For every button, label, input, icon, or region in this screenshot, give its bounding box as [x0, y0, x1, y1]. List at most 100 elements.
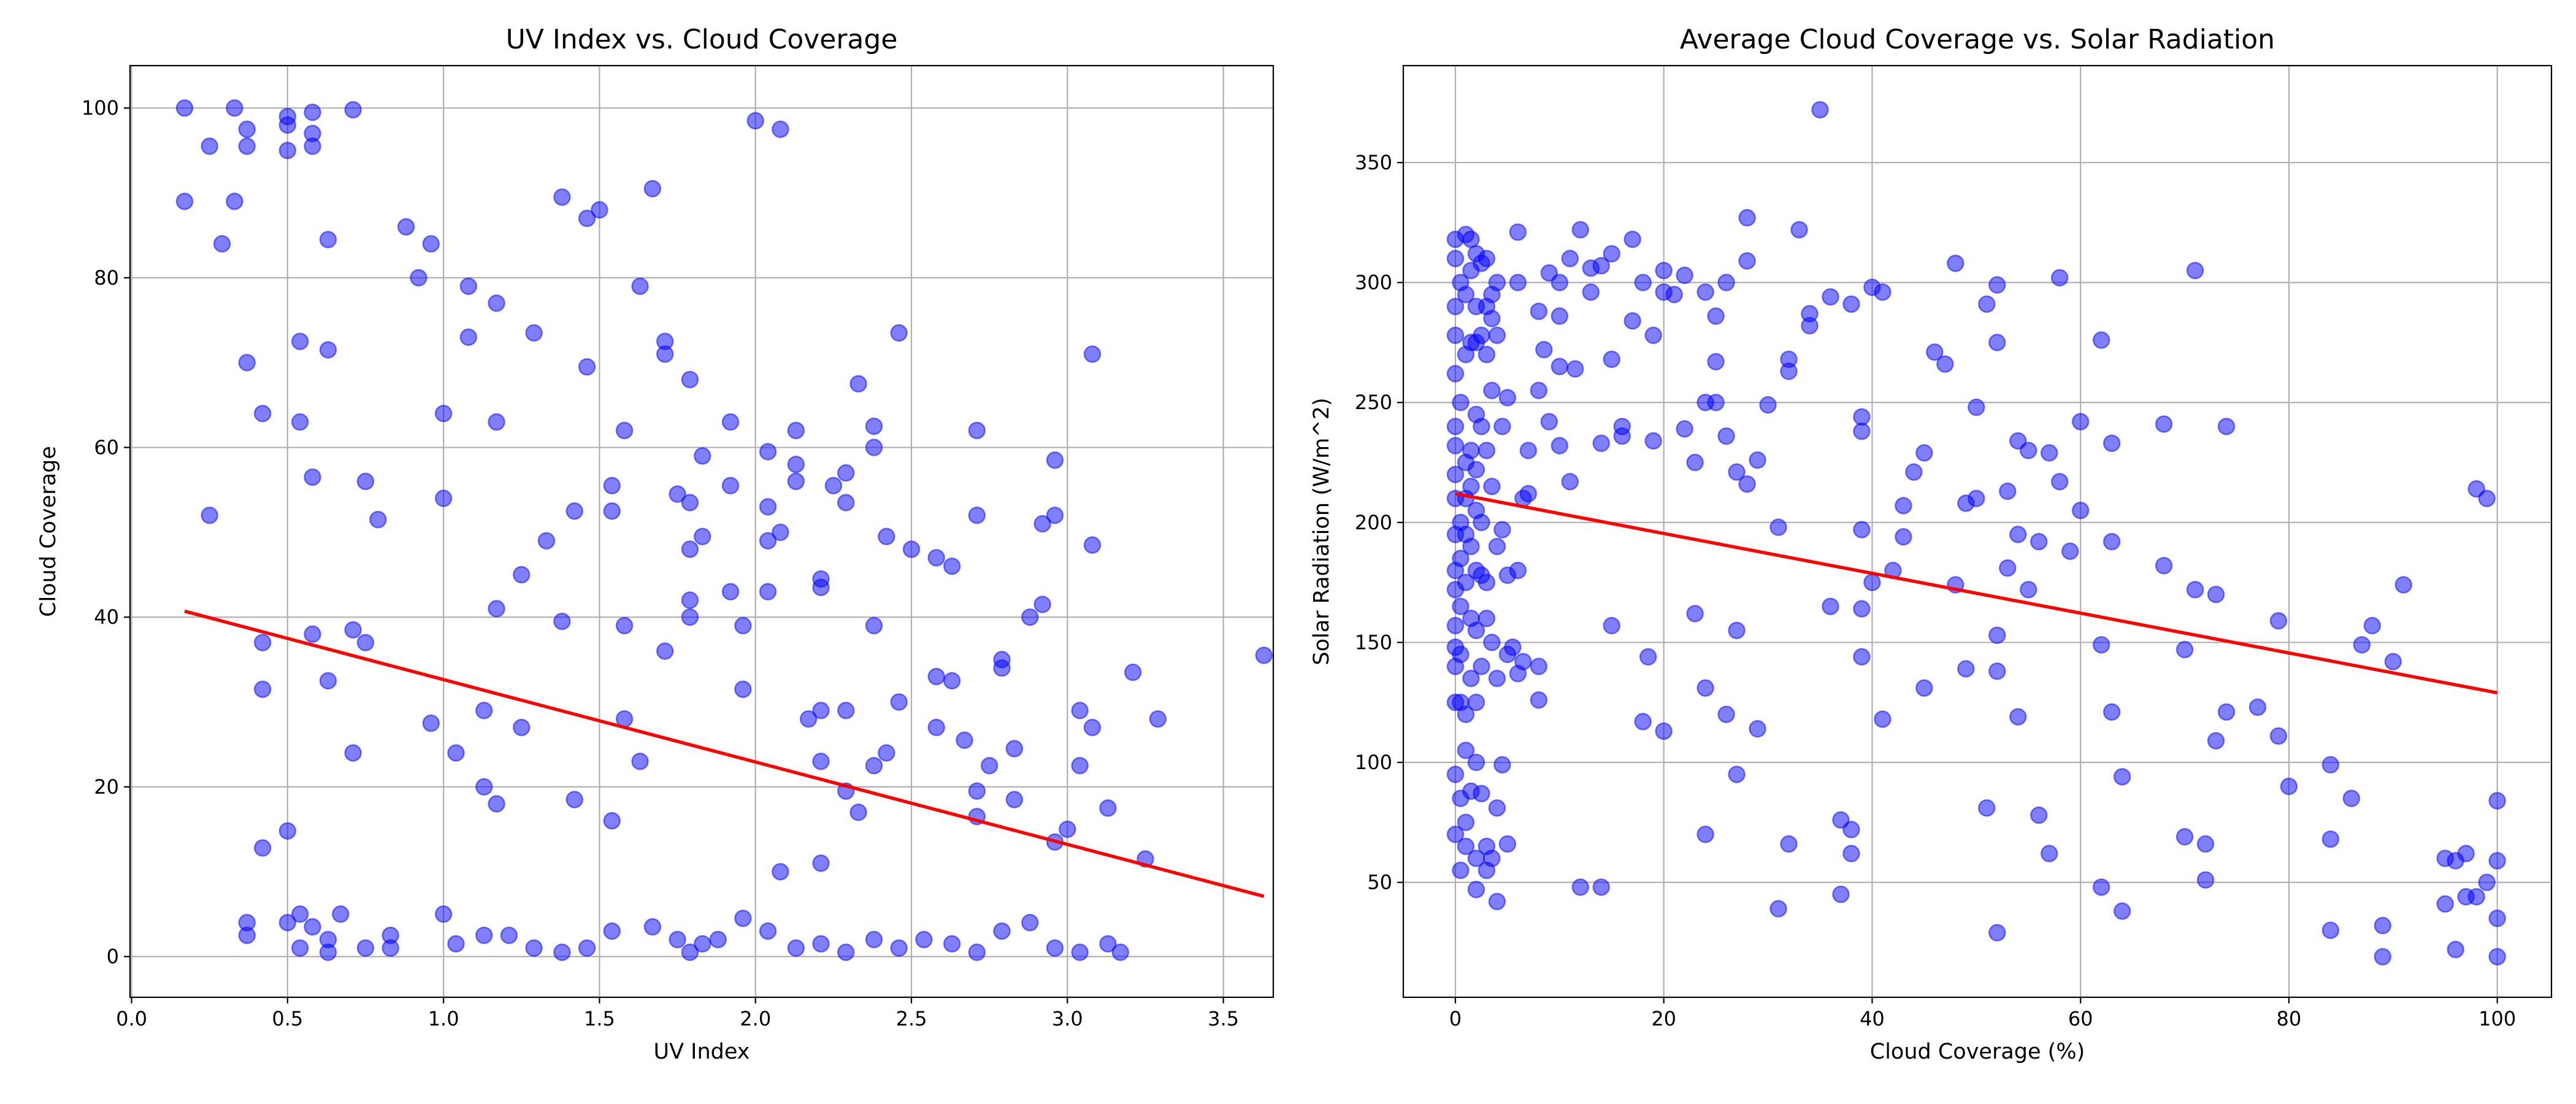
x-tick-label: 0: [1449, 1007, 1462, 1030]
x-tick-label: 40: [1860, 1007, 1885, 1030]
scatter-point: [2186, 581, 2204, 599]
scatter-point: [553, 188, 571, 206]
scatter-point: [968, 421, 986, 440]
axes-frame: [129, 64, 1275, 999]
scatter-point: [319, 672, 337, 690]
scatter-point: [422, 235, 440, 253]
scatter-point: [447, 744, 465, 762]
scatter-point: [1842, 821, 1860, 838]
scatter-point: [356, 939, 375, 957]
scatter-point: [1446, 297, 1465, 316]
scatter-point: [1644, 432, 1662, 450]
scatter-point: [1462, 477, 1480, 496]
scatter-point: [1988, 662, 2006, 680]
scatter-point: [865, 439, 883, 456]
scatter-point: [2175, 640, 2194, 659]
scatter-point: [253, 634, 272, 651]
scatter-point: [1046, 939, 1064, 957]
scatter-point: [1769, 518, 1787, 536]
scatter-point: [238, 926, 256, 945]
scatter-point: [475, 702, 493, 719]
scatter-point: [1999, 482, 2017, 500]
scatter-point: [2269, 727, 2288, 745]
scatter-point: [1842, 845, 1860, 862]
scatter-point: [1665, 285, 1683, 304]
scatter-point: [1603, 350, 1620, 369]
scatter-point: [213, 235, 231, 253]
scatter-point: [2092, 331, 2110, 349]
scatter-point: [631, 277, 649, 295]
scatter-point: [1968, 398, 1985, 416]
scatter-point: [1644, 326, 1662, 344]
scatter-point: [1083, 536, 1102, 554]
scatter-point: [890, 324, 908, 342]
scatter-point: [1780, 835, 1798, 853]
scatter-point: [513, 718, 531, 737]
scatter-point: [332, 905, 350, 923]
scatter-point: [694, 447, 711, 465]
scatter-point: [787, 421, 805, 440]
scatter-point: [787, 472, 805, 491]
scatter-point: [927, 718, 945, 737]
scatter-point: [1514, 653, 1532, 670]
x-tick-label: 1.5: [584, 1007, 615, 1030]
scatter-point: [615, 616, 634, 635]
scatter-point: [278, 107, 297, 126]
x-axis-label: UV Index: [653, 1040, 749, 1064]
scatter-point: [253, 680, 272, 699]
y-tick-label: 300: [1355, 271, 1392, 294]
scatter-point: [1728, 765, 1746, 783]
scatter-point: [734, 680, 752, 699]
scatter-point: [381, 939, 399, 957]
scatter-point: [434, 489, 453, 507]
scatter-point: [694, 935, 711, 953]
scatter-point: [1467, 881, 1485, 899]
scatter-point: [1452, 393, 1470, 412]
scatter-point: [980, 757, 999, 775]
scatter-point: [291, 413, 309, 431]
scatter-point: [1603, 245, 1620, 263]
scatter-point: [1738, 252, 1756, 270]
scatter-point: [1571, 221, 1590, 239]
scatter-point: [1046, 506, 1064, 524]
scatter-point: [2207, 585, 2225, 604]
scatter-point: [2280, 777, 2298, 795]
scatter-point: [643, 180, 662, 197]
scatter-point: [1895, 528, 1912, 546]
scatter-point: [1462, 537, 1480, 556]
scatter-point: [1999, 559, 2017, 577]
scatter-point: [1874, 283, 1892, 301]
scatter-point: [475, 926, 493, 945]
scatter-point: [1822, 597, 1839, 615]
scatter-point: [1530, 691, 1548, 709]
scatter-point: [1483, 381, 1501, 399]
scatter-point: [927, 549, 945, 567]
x-tick-label: 20: [1651, 1007, 1676, 1030]
y-tick-label: 100: [1355, 751, 1392, 774]
scatter-point: [968, 506, 986, 524]
scatter-point: [1483, 477, 1501, 496]
scatter-point: [356, 472, 375, 491]
scatter-point: [1446, 616, 1465, 635]
scatter-point: [759, 532, 777, 550]
x-tick-label: 2.0: [740, 1007, 771, 1030]
scatter-point: [1738, 209, 1756, 227]
scatter-point: [1483, 634, 1501, 651]
scatter-point: [1759, 396, 1777, 414]
scatter-point: [1623, 230, 1641, 248]
scatter-point: [1905, 463, 1923, 481]
scatter-point: [1457, 285, 1475, 304]
scatter-point: [2321, 830, 2340, 848]
scatter-point: [2019, 581, 2037, 599]
scatter-point: [1623, 312, 1641, 330]
scatter-point: [488, 600, 505, 618]
scatter-point: [603, 502, 621, 520]
scatter-point: [812, 753, 830, 770]
scatter-point: [2030, 806, 2048, 824]
scatter-point: [824, 477, 843, 495]
scatter-point: [2061, 542, 2079, 561]
y-tick-label: 60: [94, 436, 119, 459]
scatter-point: [2447, 940, 2464, 959]
scatter-point: [1446, 765, 1465, 783]
scatter-point: [1498, 389, 1517, 407]
